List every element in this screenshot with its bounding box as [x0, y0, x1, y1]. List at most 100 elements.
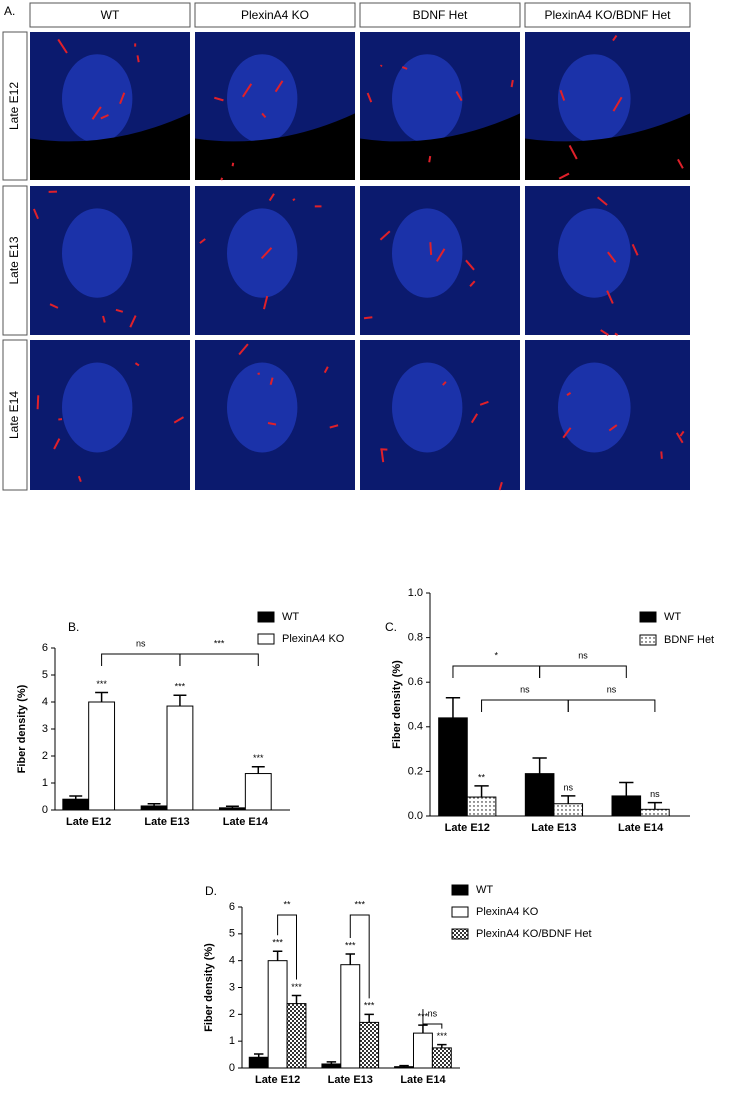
y-tick-label: 2: [229, 1008, 235, 1020]
error-bar: [364, 1013, 374, 1023]
fiber: [129, 315, 137, 328]
row-label: Late E13: [7, 236, 21, 284]
significance: ***: [96, 679, 107, 689]
bar: [286, 1003, 307, 1069]
fiber: [660, 451, 663, 459]
bracket-label: **: [284, 899, 292, 909]
bar: [466, 796, 497, 817]
y-tick-label: 3: [42, 723, 48, 735]
error-bar: [647, 801, 663, 810]
error-bar: [345, 953, 355, 965]
fiber: [469, 280, 476, 287]
y-tick-label: 0.6: [408, 676, 423, 688]
fiber: [323, 366, 329, 374]
error-bar: [561, 795, 576, 804]
fiber: [566, 392, 572, 396]
row-box: [2, 339, 28, 491]
bracket: [349, 914, 370, 999]
tissue: [227, 54, 298, 143]
fiber: [479, 400, 489, 406]
tissue: [227, 362, 298, 453]
bar: [140, 805, 168, 811]
y-tick-label: 5: [229, 928, 235, 940]
bar: [553, 803, 584, 817]
bar: [62, 798, 90, 811]
bar: [340, 964, 361, 1069]
fiber: [267, 422, 277, 426]
fiber: [363, 316, 373, 320]
legend-swatch: [451, 906, 469, 918]
fiber: [231, 162, 235, 167]
x-tick-label: Late E14: [223, 816, 269, 828]
bar: [244, 773, 272, 811]
bar: [88, 701, 116, 811]
fiber: [631, 243, 639, 256]
y-axis-label: Fiber density (%): [391, 660, 403, 749]
panel-label: A.: [4, 4, 15, 18]
header-box: [524, 2, 691, 28]
fiber: [220, 177, 224, 181]
bar: [438, 717, 468, 817]
error-bar: [437, 1043, 447, 1048]
error-bar: [173, 694, 187, 707]
legend-swatch: [257, 611, 275, 623]
fiber: [455, 90, 463, 102]
bar: [611, 795, 642, 817]
panel-label: C.: [385, 620, 397, 634]
x-tick-label: Late E12: [255, 1074, 300, 1086]
error-bar: [445, 697, 461, 718]
legend-label: WT: [664, 611, 681, 623]
bracket-label: *: [495, 650, 499, 660]
fiber: [329, 424, 339, 429]
legend-swatch: [639, 611, 657, 623]
y-tick-label: 2: [42, 750, 48, 762]
x-tick-label: Late E12: [66, 816, 111, 828]
y-axis-label: Fiber density (%): [16, 684, 28, 773]
y-tick-label: 0.2: [408, 765, 423, 777]
y-tick-label: 4: [42, 696, 48, 708]
header-box: [359, 2, 521, 28]
bracket-label: ***: [214, 638, 225, 648]
y-tick-label: 1.0: [408, 587, 423, 599]
tissue: [558, 362, 631, 453]
significance: ***: [291, 982, 302, 992]
fiber: [36, 395, 40, 410]
y-tick-label: 1: [42, 777, 48, 789]
significance: ***: [345, 940, 356, 950]
tissue: [61, 362, 133, 453]
y-tick-label: 0.0: [408, 810, 423, 822]
tissue: [61, 54, 133, 143]
fiber: [242, 83, 253, 98]
bracket-label: ***: [354, 899, 365, 909]
fiber: [102, 315, 106, 323]
background: [195, 113, 355, 180]
column-header: PlexinA4 KO: [241, 8, 309, 22]
fiber: [134, 362, 140, 367]
significance: ***: [272, 938, 283, 948]
legend-label: WT: [476, 884, 493, 896]
significance: ***: [437, 1031, 448, 1041]
x-tick-label: Late E13: [531, 822, 576, 834]
y-tick-label: 0: [229, 1062, 235, 1074]
bar: [640, 808, 670, 817]
fiber: [562, 427, 572, 439]
fiber: [568, 144, 578, 160]
significance: ***: [364, 1001, 375, 1011]
fiber: [558, 172, 570, 180]
header-box: [29, 2, 191, 28]
fiber: [57, 38, 68, 54]
legend-swatch: [639, 634, 657, 646]
fiber: [677, 158, 684, 169]
fiber: [614, 332, 619, 336]
tissue: [392, 54, 463, 143]
fiber: [442, 381, 447, 386]
bar: [166, 705, 194, 811]
bracket: [422, 1009, 443, 1029]
bracket: [567, 699, 656, 712]
background: [360, 113, 520, 180]
tissue: [392, 208, 463, 298]
bar: [321, 1063, 342, 1069]
fiber: [401, 66, 408, 70]
y-tick-label: 6: [229, 901, 235, 913]
